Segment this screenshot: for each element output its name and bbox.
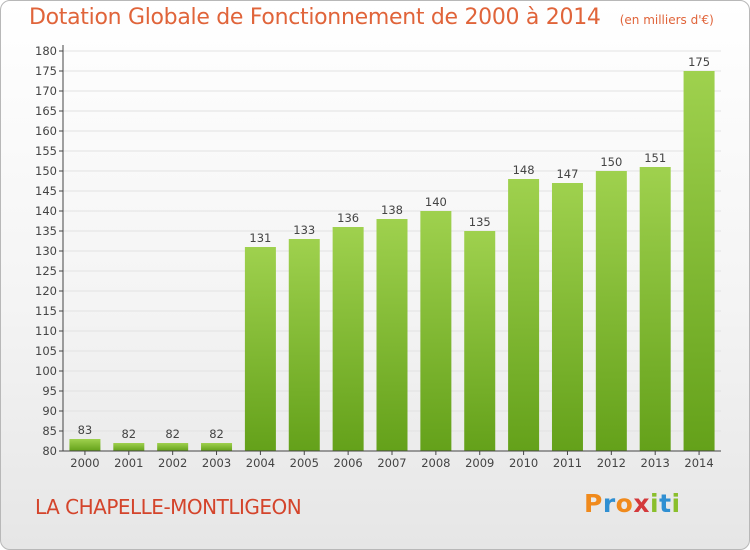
- bar-2011: [551, 183, 583, 451]
- y-tick-label: 140: [35, 204, 57, 218]
- y-tick-label: 155: [35, 144, 57, 158]
- y-tick-label: 110: [35, 324, 57, 338]
- bar-2014: [683, 71, 715, 451]
- chart-unit: (en milliers d'€): [619, 13, 714, 27]
- labels: 80 85 90 95 100 105 110 115 120 125 130 135 140 145 15…: [35, 44, 714, 470]
- y-tick-label: 85: [42, 424, 57, 438]
- bar-2006: [332, 227, 364, 451]
- y-tick-label: 145: [35, 184, 57, 198]
- value-label: 140: [425, 195, 447, 209]
- value-label: 151: [644, 151, 666, 165]
- y-tick-label: 130: [35, 244, 57, 258]
- value-label: 135: [469, 215, 491, 229]
- bar-2005: [288, 239, 320, 451]
- value-label: 175: [688, 55, 710, 69]
- y-tick-label: 125: [35, 264, 57, 278]
- logo-letter: t: [659, 489, 672, 518]
- y-tick-label: 80: [42, 444, 57, 458]
- bar-2000: [69, 439, 101, 451]
- y-tick-label: 160: [35, 124, 57, 138]
- value-label: 131: [249, 231, 271, 245]
- x-tick-label: 2013: [641, 456, 670, 470]
- y-tick-label: 150: [35, 164, 57, 178]
- x-tick-label: 2012: [597, 456, 626, 470]
- x-tick-label: 2001: [114, 456, 143, 470]
- value-label: 138: [381, 203, 403, 217]
- x-tick-label: 2014: [684, 456, 713, 470]
- chart-title: Dotation Globale de Fonctionnement de 20…: [29, 5, 601, 30]
- x-tick-label: 2000: [70, 456, 99, 470]
- value-label: 150: [600, 155, 622, 169]
- y-tick-label: 175: [35, 64, 57, 78]
- y-tick-label: 180: [35, 44, 57, 58]
- y-tick-label: 105: [35, 344, 57, 358]
- bars: [69, 71, 715, 451]
- x-tick-label: 2008: [421, 456, 450, 470]
- x-tick-label: 2010: [509, 456, 538, 470]
- x-tick-label: 2006: [333, 456, 362, 470]
- logo-letter: i: [650, 489, 660, 518]
- value-label: 83: [78, 423, 93, 437]
- y-tick-label: 115: [35, 304, 57, 318]
- bar-2009: [464, 231, 496, 451]
- bar-2012: [595, 171, 627, 451]
- x-tick-label: 2011: [553, 456, 582, 470]
- y-tick-label: 135: [35, 224, 57, 238]
- logo-letter: r: [602, 489, 616, 518]
- logo-letter: i: [671, 489, 681, 518]
- bar-2003: [201, 443, 233, 451]
- bar-2010: [508, 179, 540, 451]
- value-label: 82: [121, 427, 136, 441]
- y-tick-label: 120: [35, 284, 57, 298]
- logo-letter: P: [584, 489, 603, 518]
- logo-letter: x: [633, 489, 650, 518]
- commune-name: LA CHAPELLE-MONTLIGEON: [35, 495, 302, 519]
- bar-2008: [420, 211, 452, 451]
- x-tick-label: 2003: [202, 456, 231, 470]
- value-label: 147: [556, 167, 578, 181]
- y-tick-label: 90: [42, 404, 57, 418]
- value-label: 148: [513, 163, 535, 177]
- bar-2007: [376, 219, 408, 451]
- bar-2004: [244, 247, 276, 451]
- y-tick-label: 100: [35, 364, 57, 378]
- y-tick-label: 95: [42, 384, 57, 398]
- x-tick-label: 2002: [158, 456, 187, 470]
- value-label: 82: [165, 427, 180, 441]
- x-tick-label: 2007: [377, 456, 406, 470]
- x-tick-label: 2009: [465, 456, 494, 470]
- title-row: Dotation Globale de Fonctionnement de 20…: [29, 5, 714, 30]
- axes: [59, 45, 721, 455]
- value-label: 82: [209, 427, 224, 441]
- value-label: 133: [293, 223, 315, 237]
- value-label: 136: [337, 211, 359, 225]
- y-tick-label: 165: [35, 104, 57, 118]
- y-tick-label: 170: [35, 84, 57, 98]
- bar-2013: [639, 167, 671, 451]
- x-tick-label: 2004: [246, 456, 275, 470]
- bar-2001: [113, 443, 145, 451]
- bar-2002: [157, 443, 189, 451]
- x-tick-label: 2005: [290, 456, 319, 470]
- proxiti-logo[interactable]: Proxiti: [584, 489, 681, 518]
- logo-letter: o: [615, 489, 634, 518]
